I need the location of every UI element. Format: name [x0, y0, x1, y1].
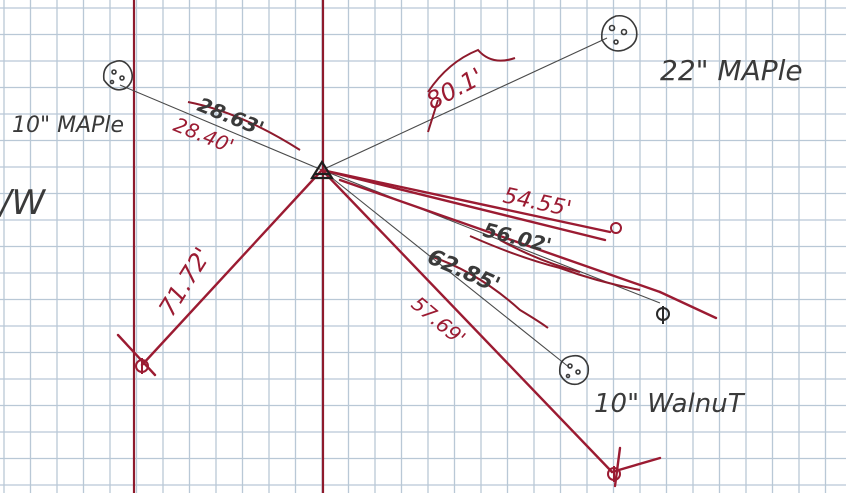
- property-pin-icon: [135, 358, 149, 374]
- property-pin-icon: [656, 306, 670, 324]
- tree-canopy-icon: [102, 60, 134, 91]
- tree-label-maple-left: 10" MAPle: [12, 113, 124, 138]
- red-measured-lines: [116, 168, 718, 488]
- measurement-label: 57.69': [407, 291, 471, 350]
- tree-canopy-icon: [600, 14, 638, 52]
- correction-scribbles: [187, 48, 641, 329]
- property-pin-icon: [607, 466, 621, 482]
- measurement-label: 62.85': [424, 245, 504, 299]
- property-pin-icon: [610, 222, 622, 234]
- margin-mark: /W: [0, 183, 46, 223]
- survey-triangle-icon: [310, 159, 334, 180]
- tree-canopy-icon: [558, 354, 590, 386]
- pencil-sight-lines: [119, 37, 661, 369]
- tree-label-maple-right: 22" MAPle: [660, 54, 803, 87]
- property-lines: [132, 0, 325, 493]
- tree-label-walnut: 10" WalnuT: [594, 389, 746, 419]
